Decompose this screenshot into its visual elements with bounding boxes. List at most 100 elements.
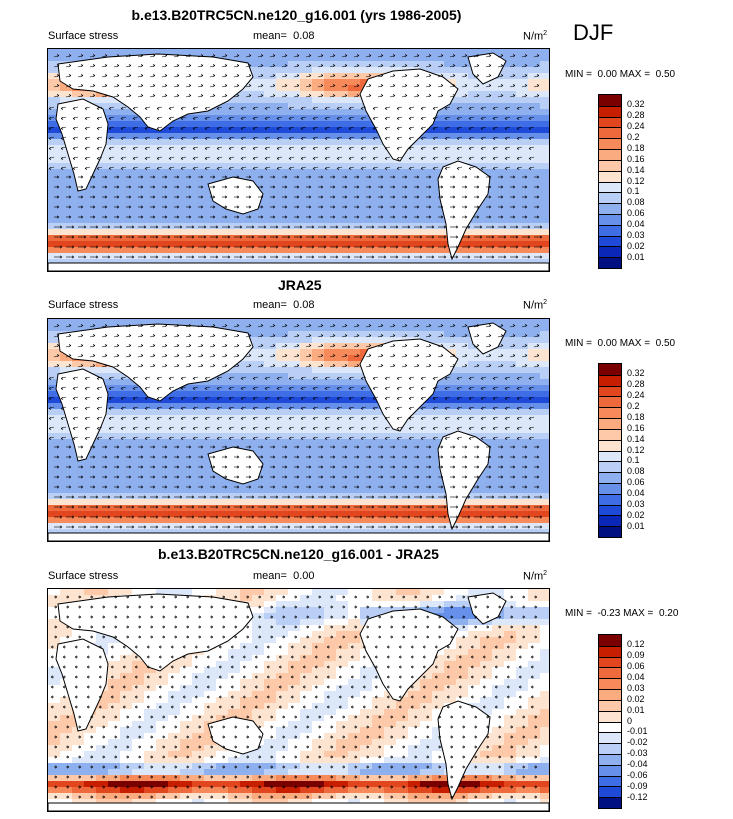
legend-tick-label: 0.14 [627, 433, 645, 444]
min-max-label: MIN = -0.23 MAX = 0.20 [565, 608, 679, 619]
legend-tick-label: -0.06 [627, 770, 648, 781]
legend-tick-label: 0.09 [627, 649, 645, 660]
legend-tick-label: -0.01 [627, 726, 648, 737]
units-label: N/m2 [523, 570, 548, 583]
season-label: DJF [573, 20, 614, 45]
legend-tick-label: 0.24 [627, 389, 645, 400]
legend-swatch [599, 192, 621, 204]
mean-value: 0.08 [293, 30, 315, 42]
stress-vectors [48, 53, 543, 259]
legend-tick-label: 0.01 [627, 521, 645, 532]
legend-tick-label: 0.01 [627, 704, 645, 715]
legend-tick-label: -0.04 [627, 759, 648, 770]
surface-stress-map [47, 588, 550, 812]
legend-swatch [599, 374, 621, 386]
legend-swatch [599, 504, 621, 516]
legend-swatch [599, 797, 621, 808]
legend-swatch [599, 235, 621, 247]
surface-stress-map [47, 318, 550, 542]
legend-tick-label: 0.14 [627, 164, 645, 175]
legend-swatch [599, 224, 621, 236]
legend-tick-label: 0.18 [627, 411, 645, 422]
color-legend [598, 634, 622, 809]
legend-tick-label: -0.03 [627, 748, 648, 759]
legend-tick-label: 0.02 [627, 693, 645, 704]
legend-tick-label: 0.01 [627, 252, 645, 263]
legend-swatch [599, 213, 621, 225]
mean-label: mean= 0.08 [253, 299, 315, 311]
legend-tick-label: 0.28 [627, 109, 645, 120]
legend-swatch [599, 515, 621, 527]
legend-tick-label: 0.2 [627, 131, 640, 142]
legend-swatch [599, 127, 621, 139]
legend-tick-label: 0.24 [627, 120, 645, 131]
legend-tick-label: 0.32 [627, 367, 645, 378]
coastlines [48, 592, 549, 811]
legend-tick-label: 0.06 [627, 477, 645, 488]
legend-swatch [599, 116, 621, 128]
legend-tick-label: 0.03 [627, 682, 645, 693]
legend-tick-label: 0.06 [627, 660, 645, 671]
legend-swatch [599, 482, 621, 494]
legend-tick-label: 0.16 [627, 422, 645, 433]
variable-label: Surface stress [48, 570, 119, 582]
legend-swatch [599, 764, 621, 776]
min-max-label: MIN = 0.00 MAX = 0.50 [565, 69, 676, 80]
coastlines [48, 52, 549, 271]
legend-swatch [599, 396, 621, 408]
legend-swatch [599, 364, 621, 375]
legend-swatch [599, 407, 621, 419]
legend-swatch [599, 710, 621, 722]
coastlines [48, 322, 549, 541]
legend-tick-label: 0.08 [627, 466, 645, 477]
legend-tick-label: 0.1 [627, 455, 640, 466]
legend-swatch [599, 493, 621, 505]
legend-swatch [599, 775, 621, 787]
legend-tick-label: 0.16 [627, 153, 645, 164]
panel-title: JRA25 [278, 277, 322, 293]
legend-tick-label: 0.28 [627, 378, 645, 389]
legend-swatch [599, 105, 621, 117]
legend-swatch [599, 721, 621, 733]
legend-swatch [599, 257, 621, 268]
legend-tick-label: 0.18 [627, 142, 645, 153]
legend-tick-label: -0.09 [627, 781, 648, 792]
legend-tick-label: 0.03 [627, 230, 645, 241]
units-label: N/m2 [523, 30, 548, 43]
legend-swatch [599, 786, 621, 798]
color-legend [598, 94, 622, 269]
panel-title: b.e13.B20TRC5CN.ne120_g16.001 (yrs 1986-… [131, 7, 462, 23]
legend-swatch [599, 450, 621, 462]
mean-value: 0.08 [293, 299, 315, 311]
stress-vectors [50, 595, 538, 799]
legend-tick-label: 0.32 [627, 98, 645, 109]
legend-tick-label: 0.04 [627, 671, 645, 682]
legend-tick-label: 0.04 [627, 219, 645, 230]
mean-label: mean= 0.00 [253, 570, 315, 582]
variable-label: Surface stress [48, 30, 119, 42]
legend-swatch [599, 428, 621, 440]
stress-vectors [48, 323, 543, 529]
legend-swatch [599, 753, 621, 765]
legend-swatch [599, 95, 621, 106]
legend-swatch [599, 439, 621, 451]
mean-label: mean= 0.08 [253, 30, 315, 42]
legend-tick-label: 0.1 [627, 186, 640, 197]
color-legend [598, 363, 622, 538]
surface-stress-map [47, 48, 550, 272]
legend-swatch [599, 526, 621, 537]
legend-swatch [599, 149, 621, 160]
legend-tick-label: 0.2 [627, 400, 640, 411]
legend-tick-label: 0.03 [627, 499, 645, 510]
legend-swatch [599, 678, 621, 690]
legend-tick-label: 0.06 [627, 208, 645, 219]
legend-swatch [599, 203, 621, 214]
legend-tick-label: -0.12 [627, 792, 648, 803]
legend-tick-label: -0.02 [627, 737, 648, 748]
legend-swatch [599, 246, 621, 258]
legend-swatch [599, 472, 621, 483]
legend-swatch [599, 635, 621, 646]
legend-tick-label: 0.02 [627, 241, 645, 252]
legend-swatch [599, 159, 621, 171]
legend-swatch [599, 385, 621, 397]
